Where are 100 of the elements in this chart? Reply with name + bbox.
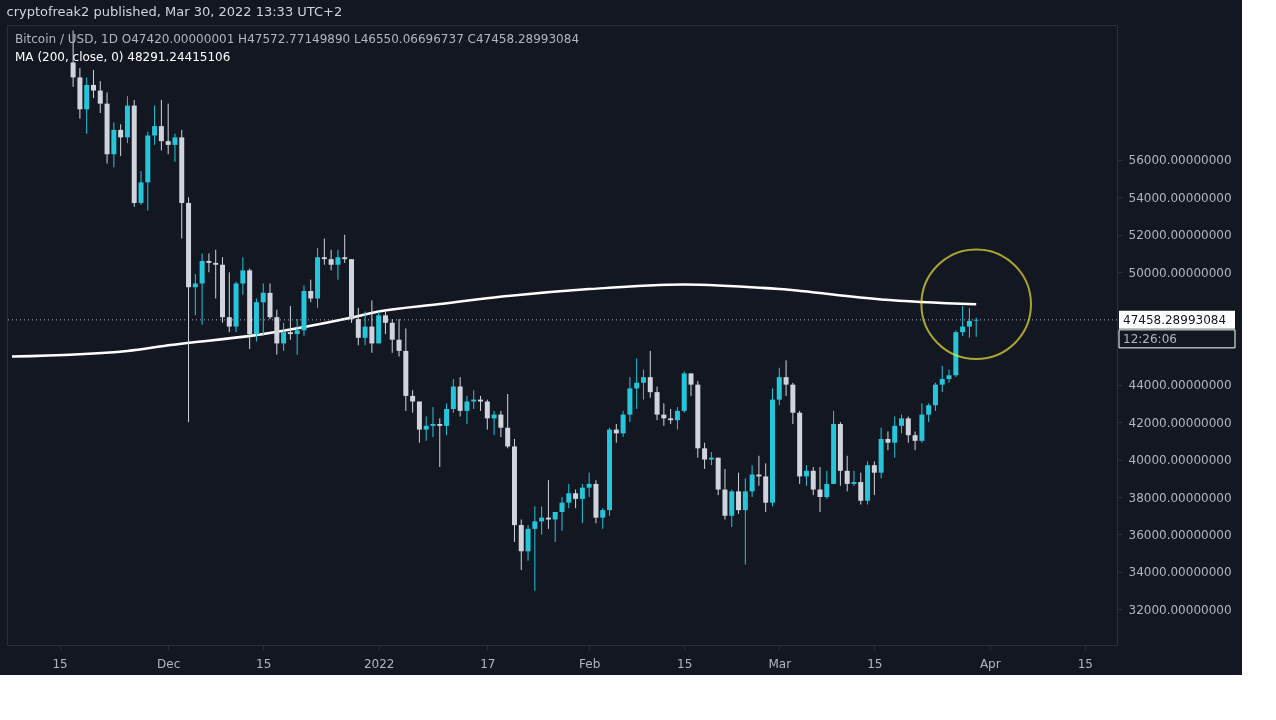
- candlestick: [600, 507, 606, 530]
- candlestick: [810, 466, 816, 496]
- candlestick: [654, 386, 660, 421]
- candlestick: [444, 402, 450, 436]
- candlestick: [342, 234, 348, 264]
- candlestick: [525, 524, 531, 562]
- line-series: [10, 283, 978, 358]
- candlestick: [742, 477, 748, 565]
- candlestick: [573, 489, 579, 509]
- candlestick: [206, 253, 212, 273]
- candlestick: [260, 282, 266, 337]
- candlestick: [966, 307, 972, 339]
- candlestick: [118, 123, 124, 157]
- candlestick: [640, 369, 646, 401]
- candlestick: [899, 414, 905, 434]
- candlestick: [165, 103, 171, 155]
- y-tick-label: 54000.00000000: [1128, 190, 1232, 205]
- candlestick: [423, 415, 429, 442]
- candlestick: [213, 249, 219, 299]
- text: 12:26:06: [1123, 331, 1177, 346]
- candlestick: [702, 442, 708, 470]
- candlestick: [308, 279, 314, 303]
- x-tick-label: Feb: [579, 656, 601, 671]
- candlestick: [172, 133, 178, 163]
- candlestick: [905, 415, 911, 444]
- y-tick-label: 56000.00000000: [1128, 153, 1232, 168]
- x-tick-label: Dec: [157, 656, 181, 671]
- candlestick: [926, 402, 932, 423]
- candlestick: [783, 359, 789, 397]
- candlestick: [335, 249, 341, 281]
- candlestick: [328, 249, 334, 271]
- x-tick-label: 15: [52, 656, 68, 671]
- candlestick: [450, 378, 456, 414]
- candlestick: [939, 365, 945, 393]
- candlestick: [946, 369, 952, 384]
- candlestick: [97, 80, 103, 114]
- candlestick: [369, 299, 375, 354]
- candlestick: [674, 406, 680, 431]
- candlestick: [647, 350, 653, 399]
- y-tick-label: 52000.00000000: [1128, 228, 1232, 243]
- candlestick: [355, 307, 361, 346]
- candlestick: [586, 472, 592, 498]
- candlestick: [464, 395, 470, 425]
- candlestick: [885, 430, 891, 451]
- candlestick: [776, 367, 782, 406]
- x-tick-label: 17: [480, 656, 496, 671]
- x-tick-label: Mar: [768, 656, 792, 671]
- candlestick: [545, 479, 551, 530]
- candlestick: [396, 318, 402, 358]
- candlestick: [152, 105, 158, 146]
- y-tick-label: 42000.00000000: [1128, 415, 1232, 430]
- candlestick: [294, 318, 300, 356]
- candlestick: [362, 311, 368, 346]
- candlestick: [817, 466, 823, 513]
- candlestick: [932, 382, 938, 412]
- candlestick: [281, 322, 287, 352]
- x-tick-label: Apr: [979, 656, 1001, 671]
- y-tick-label: 44000.00000000: [1128, 378, 1232, 393]
- candlestick: [824, 470, 830, 500]
- candlestick: [498, 410, 504, 438]
- candlestick: [851, 470, 857, 487]
- candlestick: [973, 317, 979, 338]
- candlestick: [749, 464, 755, 498]
- candlestick: [688, 372, 694, 397]
- y-tick-label: 36000.00000000: [1128, 527, 1232, 542]
- candlestick: [430, 406, 436, 438]
- y-tick-label: 32000.00000000: [1128, 602, 1232, 617]
- candlestick: [892, 415, 898, 459]
- candlestick: [620, 410, 626, 438]
- candlestick: [505, 393, 511, 449]
- text: MA (200, close, 0) 48291.24415106: [15, 50, 231, 64]
- y-tick-label: 34000.00000000: [1128, 565, 1232, 580]
- candlestick: [226, 271, 232, 333]
- candlestick: [552, 511, 558, 543]
- candlestick: [844, 455, 850, 492]
- chart-title: cryptofreak2 published, Mar 30, 2022 13:33 UTC+2: [6, 4, 343, 19]
- candlestick: [912, 430, 918, 451]
- y-tick-label: 38000.00000000: [1128, 490, 1232, 505]
- x-tick-label: 15: [867, 656, 883, 671]
- candlestick: [382, 311, 388, 335]
- candlestick: [90, 69, 96, 99]
- candlestick: [389, 318, 395, 354]
- candlestick: [532, 505, 538, 592]
- candlestick: [199, 253, 205, 326]
- candlestick: [321, 238, 327, 266]
- x-tick-label: 15: [1077, 656, 1093, 671]
- candlestick: [138, 170, 144, 206]
- candlestick: [240, 256, 246, 296]
- x-tick-label: 2022: [363, 656, 395, 671]
- candlestick: [858, 472, 864, 506]
- candlestick: [192, 273, 198, 316]
- candlestick: [158, 99, 164, 151]
- candlestick: [736, 472, 742, 515]
- candlestick: [287, 305, 293, 341]
- y-tick-label: 40000.00000000: [1128, 453, 1232, 468]
- candlestick: [566, 483, 572, 509]
- candlestick: [579, 483, 585, 524]
- y-tick-label: 50000.00000000: [1128, 265, 1232, 280]
- x-tick-label: 15: [677, 656, 693, 671]
- ref-line-label: 47458.28993084: [1123, 312, 1227, 327]
